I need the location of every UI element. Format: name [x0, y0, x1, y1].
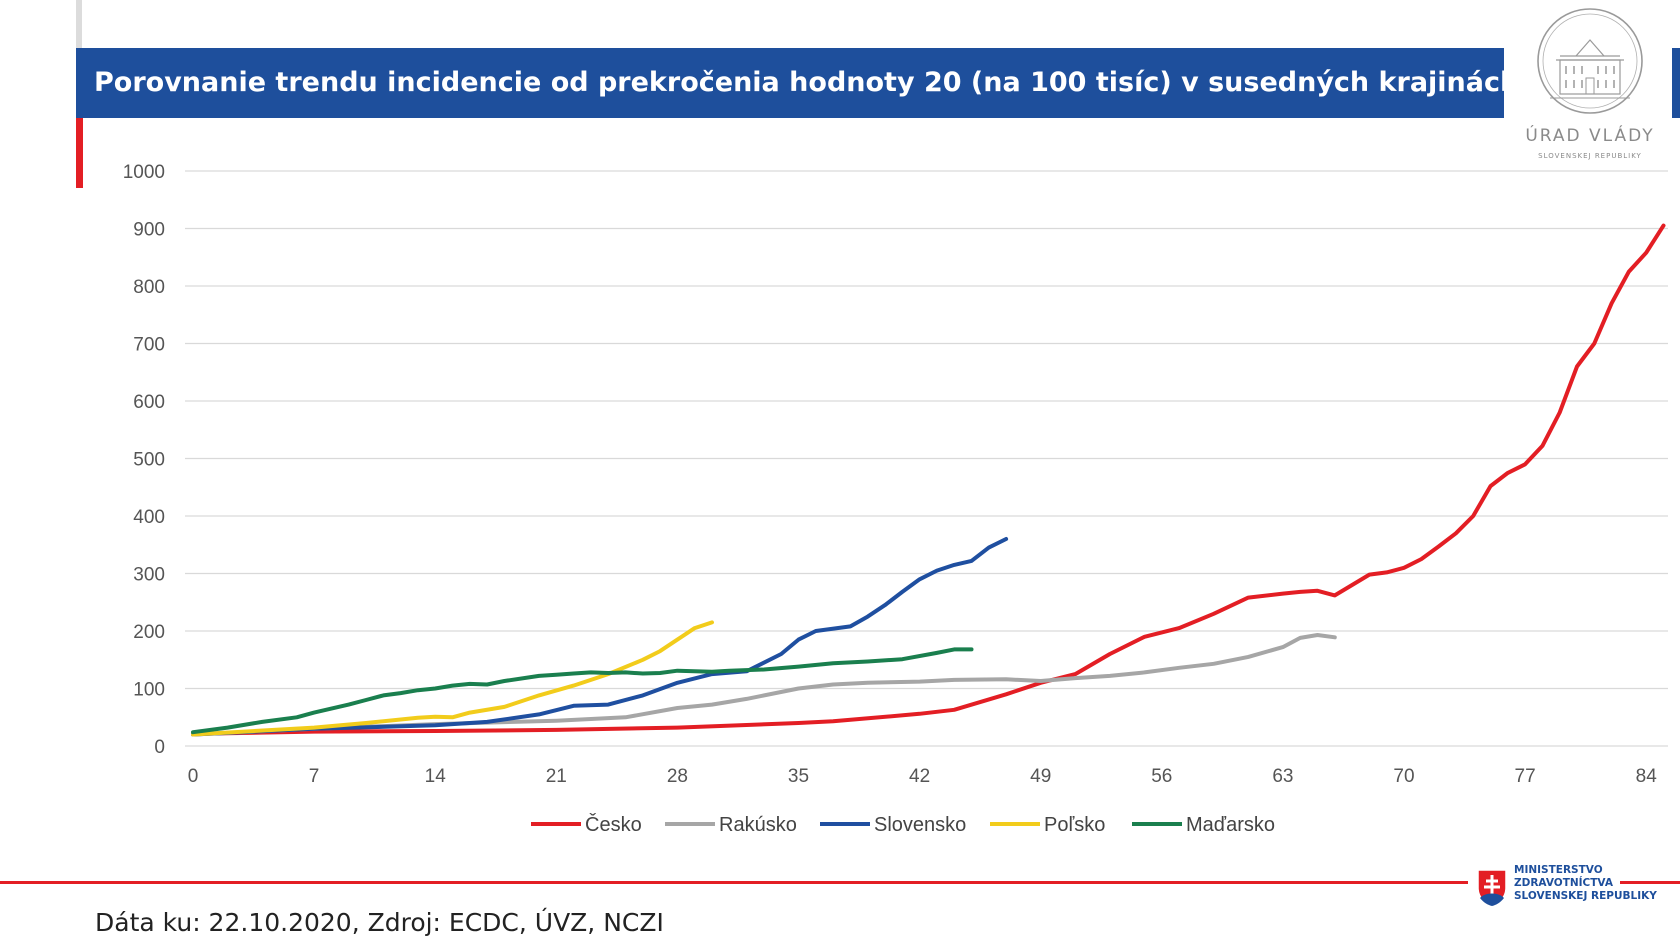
incidence-line-chart: 0 100 200 300 400 500 600 700 800 900 1000 0 7 14 21 28… [123, 162, 1668, 836]
ministry-name: MINISTERSTVO ZDRAVOTNÍCTVA SLOVENSKEJ RE… [1514, 864, 1657, 903]
y-tick-label: 1000 [123, 162, 165, 183]
y-tick-label: 500 [133, 450, 165, 471]
series-line-5 [191, 647, 974, 735]
y-tick-label: 300 [133, 565, 165, 586]
x-tick-label: 0 [188, 766, 199, 787]
title-bar: Porovnanie trendu incidencie od prekroče… [76, 48, 1519, 118]
red-accent-strip [76, 118, 83, 188]
legend-label: Slovensko [874, 814, 966, 836]
x-tick-label: 63 [1272, 766, 1293, 787]
y-tick-label: 0 [154, 737, 165, 758]
ministry-line-2: ZDRAVOTNÍCTVA [1514, 877, 1613, 889]
page-title: Porovnanie trendu incidencie od prekroče… [94, 67, 1520, 98]
government-logo: ÚRAD VLÁDY SLOVENSKEJ REPUBLIKY [1520, 0, 1660, 170]
x-tick-label: 21 [546, 766, 567, 787]
x-tick-label: 56 [1151, 766, 1172, 787]
x-tick-label: 28 [667, 766, 688, 787]
ministry-logo: MINISTERSTVO ZDRAVOTNÍCTVA SLOVENSKEJ RE… [1476, 864, 1676, 924]
y-tick-label: 200 [133, 622, 165, 643]
y-tick-label: 900 [133, 220, 165, 241]
legend-label: Poľsko [1044, 814, 1105, 836]
y-tick-label: 600 [133, 392, 165, 413]
logo-subcaption: SLOVENSKEJ REPUBLIKY [1538, 152, 1642, 160]
series-line-3 [191, 537, 1009, 737]
y-tick-label: 400 [133, 507, 165, 528]
y-tick-label: 700 [133, 335, 165, 356]
x-tick-label: 14 [425, 766, 447, 787]
top-accent-strip [76, 0, 82, 48]
government-building-seal-icon [1537, 8, 1643, 114]
slovak-coat-of-arms-icon [1477, 869, 1507, 907]
y-tick-label: 100 [133, 680, 165, 701]
series-line-4 [191, 620, 714, 737]
x-tick-label: 70 [1393, 766, 1414, 787]
legend-label: Rakúsko [719, 814, 797, 836]
series-line-2 [191, 633, 1337, 737]
x-tick-label: 77 [1515, 766, 1536, 787]
legend-label: Maďarsko [1186, 814, 1275, 836]
logo-caption: ÚRAD VLÁDY [1525, 126, 1655, 146]
x-tick-label: 42 [909, 766, 930, 787]
series-line-1 [191, 223, 1666, 736]
footer-divider [0, 881, 1468, 884]
x-tick-label: 49 [1030, 766, 1051, 787]
ministry-line-1: MINISTERSTVO [1514, 864, 1603, 876]
x-tick-label: 84 [1636, 766, 1658, 787]
ministry-line-3: SLOVENSKEJ REPUBLIKY [1514, 890, 1657, 902]
y-tick-label: 800 [133, 277, 165, 298]
data-source-note: Dáta ku: 22.10.2020, Zdroj: ECDC, ÚVZ, N… [95, 908, 664, 937]
right-accent-strip [1672, 48, 1680, 118]
footer-divider-right [1620, 881, 1680, 884]
x-tick-label: 35 [788, 766, 809, 787]
legend-label: Česko [585, 813, 642, 836]
x-tick-label: 7 [309, 766, 320, 787]
